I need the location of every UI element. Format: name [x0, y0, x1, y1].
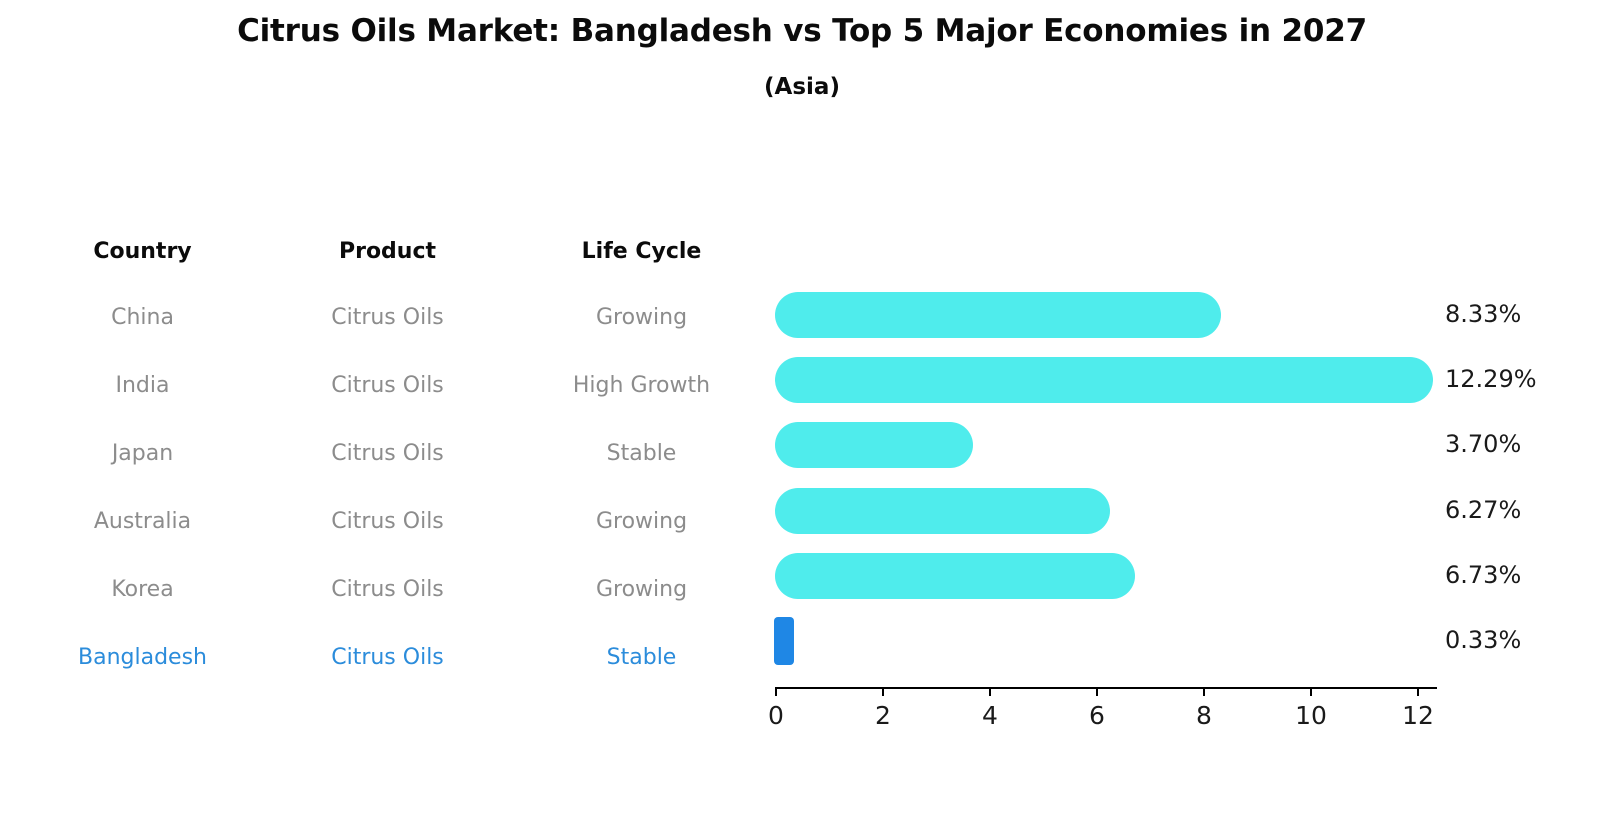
product-cell: Citrus Oils	[331, 577, 444, 602]
life-cycle-cell: Growing	[595, 509, 688, 534]
x-tick-label: 2	[875, 701, 891, 730]
value-label-india: 12.29%	[1445, 365, 1537, 394]
value-label-bangladesh: 0.33%	[1445, 626, 1522, 654]
product-cell: Citrus Oils	[331, 441, 444, 466]
country-cell: Australia	[93, 509, 192, 534]
x-axis-line	[775, 687, 1437, 689]
x-tick-label: 0	[768, 701, 784, 730]
product-cell: Citrus Oils	[331, 509, 444, 534]
country-table-container: Country Product Life Cycle China Citrus Oils…	[20, 218, 773, 693]
bar-india	[775, 357, 1433, 404]
life-cycle-cell: Stable	[606, 645, 677, 670]
x-tick-label: 6	[1089, 701, 1105, 730]
country-cell: India	[115, 373, 170, 398]
x-tick	[1203, 689, 1205, 696]
country-cell: China	[111, 305, 174, 330]
country-cell: Korea	[111, 577, 174, 602]
life-cycle-cell: Growing	[595, 305, 688, 330]
column-header-product: Product	[338, 239, 437, 264]
value-label-china: 8.33%	[1445, 300, 1522, 328]
x-tick	[1096, 689, 1098, 696]
country-table: Country Product Life Cycle China Citrus Oils…	[20, 218, 773, 693]
life-cycle-cell: Growing	[595, 577, 688, 602]
table-header-row: Country Product Life Cycle	[20, 221, 773, 282]
column-header-life-cycle: Life Cycle	[581, 239, 702, 264]
value-label-australia: 6.27%	[1445, 495, 1522, 524]
table-row: Japan Citrus Oils Stable	[20, 421, 773, 486]
table-row: India Citrus Oils High Growth	[20, 353, 773, 418]
x-tick	[775, 689, 777, 696]
value-label-korea: 6.73%	[1445, 560, 1522, 589]
x-tick	[1310, 689, 1312, 696]
bar-bangladesh	[775, 618, 793, 664]
country-cell: Japan	[111, 441, 174, 466]
x-tick	[1417, 689, 1419, 696]
bar-china	[775, 292, 1221, 338]
x-tick	[989, 689, 991, 696]
product-cell: Citrus Oils	[331, 373, 444, 398]
x-tick-label: 10	[1295, 701, 1327, 730]
table-row: Australia Citrus Oils Growing	[20, 489, 773, 554]
bar-korea	[775, 552, 1136, 599]
bar-australia	[775, 487, 1111, 534]
x-tick-label: 12	[1402, 701, 1434, 730]
product-cell: Citrus Oils	[331, 305, 444, 330]
column-header-country: Country	[93, 239, 192, 264]
table-row: Korea Citrus Oils Growing	[20, 557, 773, 622]
value-label-japan: 3.70%	[1445, 430, 1522, 459]
table-row: Bangladesh Citrus Oils Stable	[20, 625, 773, 690]
life-cycle-cell: High Growth	[572, 373, 711, 398]
country-cell: Bangladesh	[78, 645, 207, 670]
x-tick	[882, 689, 884, 696]
bar-japan	[775, 422, 973, 469]
table-rule-gap	[20, 690, 773, 693]
product-cell: Citrus Oils	[331, 645, 444, 670]
life-cycle-cell: Stable	[606, 441, 677, 466]
x-tick-label: 4	[982, 701, 998, 730]
title-block: Citrus Oils Market: Bangladesh vs Top 5 …	[0, 13, 1604, 100]
page-subtitle: (Asia)	[764, 73, 840, 100]
table-row: China Citrus Oils Growing	[20, 285, 773, 350]
page-title: Citrus Oils Market: Bangladesh vs Top 5 …	[237, 13, 1367, 49]
x-tick-label: 8	[1196, 701, 1212, 730]
